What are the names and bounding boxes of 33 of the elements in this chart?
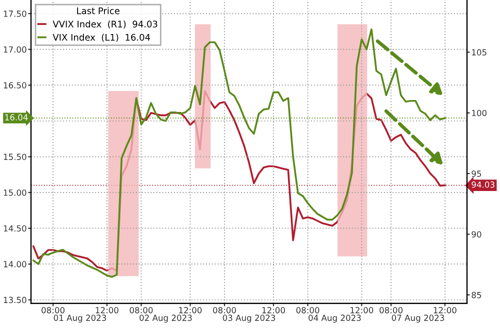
text: 04 Aug 2023 [308,314,361,323]
x-tick-label: 12:00 [262,307,285,314]
y2-tick-label: 90 [472,231,482,238]
ref-line-label: 94.03 [472,181,494,188]
x-tick-label: 08:00 [130,307,153,314]
x-tick-label: 08:00 [380,307,403,314]
y-tick-label: 15.00 [4,189,26,196]
text: 02 Aug 2023 [140,314,192,323]
x-tick-label: 12:00 [434,307,456,314]
y-tick-label: 14.00 [4,261,26,268]
y-tick-label: 16.50 [4,82,26,88]
x-tick-label: 12:00 [350,307,374,314]
text: 01 Aug 2023 [54,314,106,323]
y-tick-label: 14.50 [4,225,26,232]
x-tick-label: 12:00 [96,307,118,314]
y2-tick-label: 95 [472,170,482,177]
y-tick-label: 13.50 [4,296,26,304]
y-tick-label: 17.00 [4,46,26,53]
ref-line-label: 16.04 [5,114,28,120]
y2-tick-label: 100 [472,110,487,116]
x-tick-label: 12:00 [179,307,202,314]
y2-tick-label: 105 [472,49,486,56]
x-tick-label: 08:00 [42,307,64,314]
x-tick-label: 08:00 [213,307,236,314]
text: 03 Aug 2023 [222,314,276,323]
text: 07 Aug 2023 [392,314,444,323]
y-tick-label: 15.50 [4,154,26,160]
y-tick-label: 17.50 [4,10,26,17]
legend-title: Last Price [77,7,120,14]
legend-label: VIX Index (L1) 16.04 [52,34,150,42]
legend-label: VVIX Index (R1) 94.03 [52,20,158,29]
y2-tick-label: 85 [472,292,482,298]
x-tick-label: 08:00 [296,307,320,314]
